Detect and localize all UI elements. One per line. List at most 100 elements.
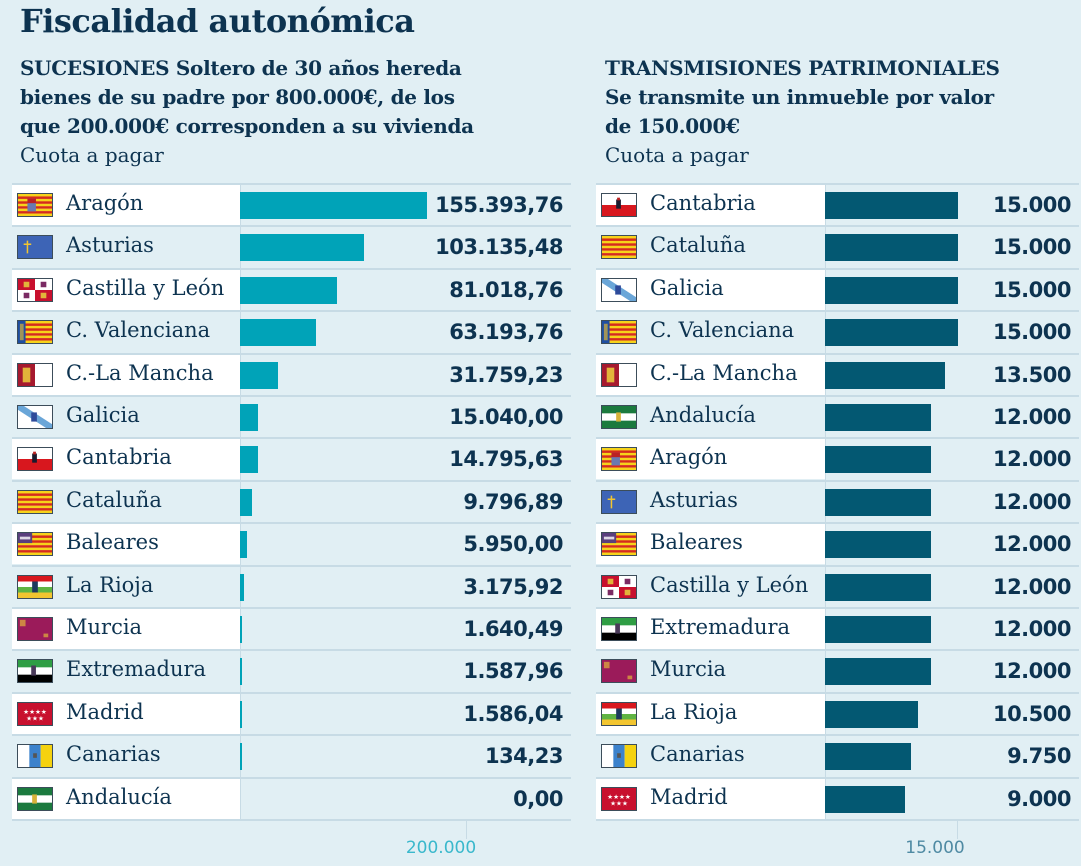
table-row: Canarias 134,23: [12, 734, 571, 776]
region-cell: Extremadura: [12, 651, 240, 691]
table-row: Aragón 12.000: [596, 437, 1079, 480]
table-row: Aragón 155.393,76: [12, 183, 571, 225]
region-name: La Rioja: [650, 699, 738, 724]
bar: [825, 785, 905, 813]
cataluna-flag-icon: [17, 489, 53, 514]
left-chart-sucesiones: Aragón 155.393,76 Asturias 103.135,48 Castil…: [12, 183, 571, 858]
value-label: 15.000: [992, 235, 1072, 260]
galicia-flag-icon: [17, 405, 53, 429]
value-label: 10.500: [992, 701, 1072, 726]
axis-tick: [466, 821, 467, 839]
table-row: Andalucía 12.000: [596, 395, 1079, 437]
bar: [825, 234, 958, 262]
bar: [240, 361, 279, 389]
region-cell: Castilla y León: [596, 567, 825, 607]
subtitle-line: TRANSMISIONES PATRIMONIALES: [605, 56, 1000, 80]
region-name: Aragón: [650, 445, 728, 470]
bar: [240, 488, 252, 516]
value-label: 12.000: [992, 489, 1072, 514]
right-chart-transmisiones: Cantabria 15.000 Cataluña 15.000 Galicia 15.0…: [596, 183, 1079, 858]
value-label: 134,23: [484, 744, 564, 769]
region-name: Canarias: [650, 742, 745, 767]
bar: [825, 319, 958, 347]
galicia-flag-icon: [601, 277, 637, 302]
la-rioja-flag-icon: [601, 701, 637, 726]
region-name: Cataluña: [650, 233, 746, 258]
value-label: 12.000: [992, 532, 1072, 557]
value-label: 12.000: [992, 659, 1072, 684]
valenciana-flag-icon: [601, 320, 637, 345]
value-label: 12.000: [992, 447, 1072, 472]
region-name: Baleares: [650, 530, 743, 555]
table-row: Extremadura 1.587,96: [12, 649, 571, 691]
region-name: Madrid: [66, 699, 144, 724]
table-row: C.-La Mancha 31.759,23: [12, 352, 571, 395]
bar: [825, 531, 932, 559]
bar: [240, 531, 248, 559]
region-name: Andalucía: [650, 403, 756, 427]
value-label: 15.040,00: [449, 405, 563, 429]
subtitle-line: que 200.000€ corresponden a su vivienda: [20, 114, 474, 138]
region-name: Cantabria: [650, 191, 756, 215]
table-row: Cataluña 15.000: [596, 225, 1079, 267]
canarias-flag-icon: [601, 744, 637, 769]
region-name: C. Valenciana: [650, 318, 795, 343]
table-row: Baleares 12.000: [596, 522, 1079, 565]
table-row: Galicia 15.040,00: [12, 395, 571, 437]
axis-tick-label: 15.000: [905, 838, 965, 858]
region-cell: Baleares: [596, 524, 825, 565]
page-title: Fiscalidad autonómica: [20, 2, 415, 40]
value-label: 9.750: [1007, 744, 1071, 769]
region-cell: C.-La Mancha: [596, 354, 825, 395]
region-cell: ★★★★ ★★★ Madrid: [596, 778, 825, 819]
region-cell: Murcia: [12, 609, 240, 649]
value-label: 15.000: [992, 277, 1072, 302]
table-row: C. Valenciana 15.000: [596, 310, 1079, 352]
value-label: 13.500: [992, 362, 1072, 387]
bar: [240, 743, 242, 771]
cataluna-flag-icon: [601, 235, 637, 260]
region-cell: Cataluña: [596, 227, 825, 267]
bar: [825, 361, 945, 389]
table-row: Galicia 15.000: [596, 267, 1079, 310]
subtitle-line: de 150.000€: [605, 114, 740, 138]
region-cell: Andalucía: [596, 397, 825, 437]
table-row: Cantabria 15.000: [596, 183, 1079, 225]
region-cell: Galicia: [12, 397, 240, 437]
region-cell: C. Valenciana: [12, 312, 240, 352]
table-row: Murcia 12.000: [596, 649, 1079, 691]
bar: [240, 319, 317, 347]
region-name: Extremadura: [66, 657, 207, 682]
region-cell: Castilla y León: [12, 269, 240, 310]
valenciana-flag-icon: [17, 320, 53, 345]
bar: [240, 234, 365, 262]
value-label: 103.135,48: [435, 235, 563, 260]
value-label: 12.000: [992, 617, 1072, 641]
andalucia-flag-icon: [17, 786, 53, 811]
region-cell: Aragón: [12, 185, 240, 225]
value-label: 1.586,04: [463, 701, 563, 726]
value-label: 155.393,76: [435, 193, 563, 217]
bar: [825, 192, 958, 219]
extremadura-flag-icon: [17, 659, 53, 684]
value-label: 0,00: [513, 786, 563, 811]
aragon-flag-icon: [17, 193, 53, 217]
region-name: C.-La Mancha: [66, 360, 214, 385]
bar: [240, 276, 338, 304]
table-row: La Rioja 10.500: [596, 691, 1079, 734]
table-row: La Rioja 3.175,92: [12, 564, 571, 607]
svg-text:★★★: ★★★: [26, 714, 44, 722]
region-name: Castilla y León: [650, 572, 809, 597]
aragon-flag-icon: [601, 447, 637, 472]
region-cell: Murcia: [596, 651, 825, 691]
bar: [240, 700, 242, 728]
value-label: 12.000: [992, 574, 1072, 599]
region-name: Andalucía: [66, 784, 172, 809]
la-mancha-flag-icon: [601, 362, 637, 387]
region-cell: Extremadura: [596, 609, 825, 649]
madrid-flag-icon: ★★★★ ★★★: [601, 786, 637, 811]
table-row: C.-La Mancha 13.500: [596, 352, 1079, 395]
table-row: Canarias 9.750: [596, 734, 1079, 776]
region-cell: C. Valenciana: [596, 312, 825, 352]
bar: [825, 658, 932, 686]
